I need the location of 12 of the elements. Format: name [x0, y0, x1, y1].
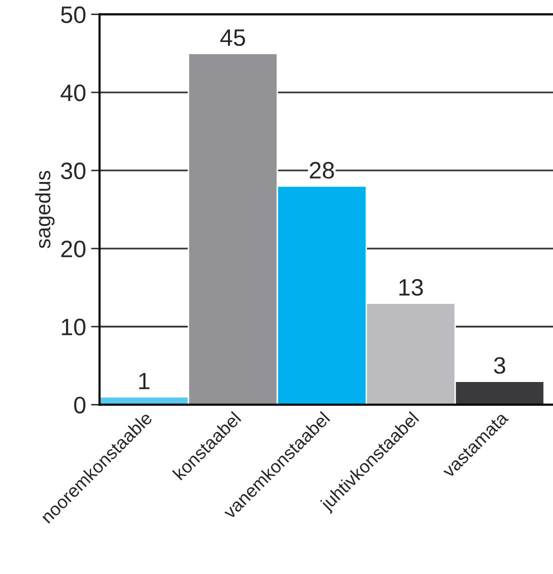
y-tick-label: 10 — [62, 318, 86, 336]
y-tick-label: 40 — [60, 84, 86, 102]
y-tick-label: 50 — [61, 6, 86, 24]
y-tick-label: 20 — [61, 240, 86, 258]
data-label: 1 — [139, 372, 150, 390]
y-axis-title: sagedus — [35, 170, 55, 248]
y-tick-label: 0 — [74, 396, 86, 414]
data-label: 3 — [494, 357, 506, 374]
data-label: 13 — [399, 279, 423, 296]
y-tick-label: 30 — [60, 162, 86, 180]
data-label: 28 — [310, 162, 334, 179]
data-label: 45 — [220, 29, 246, 46]
